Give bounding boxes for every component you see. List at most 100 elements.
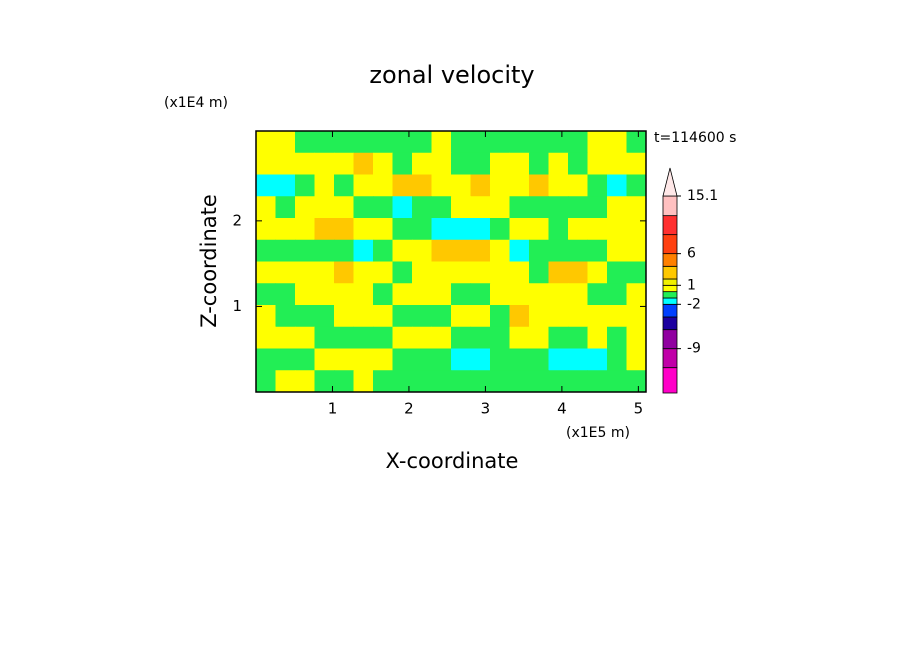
- field-cell: [451, 152, 471, 175]
- field-cell: [392, 152, 413, 175]
- field-cell: [373, 370, 393, 393]
- field-cell: [275, 174, 296, 197]
- field-cell: [314, 174, 335, 197]
- field-cell: [373, 305, 393, 328]
- field-cell: [412, 218, 432, 241]
- field-cell: [548, 174, 569, 197]
- field-cell: [607, 239, 627, 262]
- field-cell: [295, 261, 315, 284]
- field-cell: [334, 305, 354, 328]
- field-cell: [314, 239, 335, 262]
- field-cell: [607, 131, 627, 154]
- field-cell: [314, 261, 335, 284]
- field-cell: [568, 218, 588, 241]
- field-cell: [568, 283, 588, 306]
- field-cell: [470, 239, 491, 262]
- field-cell: [490, 239, 510, 262]
- field-cell: [509, 131, 530, 154]
- field-cell: [275, 370, 296, 393]
- field-cell: [607, 218, 627, 241]
- field-cell: [529, 196, 549, 219]
- field-cell: [568, 239, 588, 262]
- field-cell: [353, 131, 374, 154]
- field-cell: [490, 174, 510, 197]
- field-cell: [490, 283, 510, 306]
- field-cell: [587, 283, 608, 306]
- field-cell: [587, 174, 608, 197]
- field-cell: [490, 261, 510, 284]
- colorbar-tick-label: -9: [687, 341, 701, 357]
- field-cell: [275, 239, 296, 262]
- field-cell: [587, 239, 608, 262]
- field-cell: [568, 196, 588, 219]
- field-cell: [392, 326, 413, 349]
- field-cell: [256, 152, 276, 175]
- field-cell: [568, 326, 588, 349]
- field-cell: [295, 326, 315, 349]
- colorbar-tick-label: 6: [687, 246, 696, 262]
- field-cell: [568, 370, 588, 393]
- field-cell: [314, 305, 335, 328]
- field-cell: [392, 348, 413, 371]
- field-cell: [568, 261, 588, 284]
- field-cell: [509, 218, 530, 241]
- field-cell: [295, 370, 315, 393]
- field-cell: [451, 305, 471, 328]
- colorbar-segment: [662, 297, 678, 305]
- field-cell: [607, 152, 627, 175]
- colorbar-segment: [662, 367, 678, 394]
- field-cell: [373, 131, 393, 154]
- field-cell: [392, 370, 413, 393]
- x-unit: (x1E5 m): [566, 425, 630, 441]
- field-cell: [626, 196, 647, 219]
- field-cell: [295, 283, 315, 306]
- field-cell: [509, 370, 530, 393]
- field-cell: [256, 283, 276, 306]
- field-cell: [509, 326, 530, 349]
- field-cell: [314, 326, 335, 349]
- field-cell: [295, 348, 315, 371]
- field-cell: [314, 131, 335, 154]
- colorbar-segment: [662, 316, 678, 331]
- field-cell: [412, 283, 432, 306]
- field-cell: [509, 174, 530, 197]
- field-cell: [295, 218, 315, 241]
- field-cell: [470, 305, 491, 328]
- field-cell: [529, 218, 549, 241]
- field-cell: [529, 152, 549, 175]
- field-cell: [431, 131, 452, 154]
- field-cell: [626, 218, 647, 241]
- field-cell: [470, 174, 491, 197]
- field-cell: [626, 348, 647, 371]
- field-cell: [412, 305, 432, 328]
- field-cell: [353, 152, 374, 175]
- field-cell: [548, 196, 569, 219]
- field-cell: [431, 370, 452, 393]
- field-cell: [529, 283, 549, 306]
- field-cell: [412, 261, 432, 284]
- field-cell: [334, 174, 354, 197]
- colorbar-segment: [662, 234, 678, 255]
- field-cell: [256, 370, 276, 393]
- field-cell: [275, 283, 296, 306]
- colorbar-tick-label: 15.1: [687, 188, 718, 204]
- field-cell: [334, 348, 354, 371]
- field-cell: [451, 239, 471, 262]
- field-cell: [509, 283, 530, 306]
- colorbar-segment: [662, 348, 678, 369]
- field-cell: [353, 261, 374, 284]
- field-cell: [295, 152, 315, 175]
- field-cell: [451, 174, 471, 197]
- colorbar-segment: [662, 284, 678, 293]
- field-cell: [626, 305, 647, 328]
- field-cell: [334, 326, 354, 349]
- field-cell: [587, 261, 608, 284]
- field-cell: [353, 196, 374, 219]
- field-cell: [295, 131, 315, 154]
- field-cell: [373, 326, 393, 349]
- field-cell: [334, 370, 354, 393]
- field-cell: [334, 261, 354, 284]
- y-tick-label: 1: [232, 297, 242, 315]
- field-cell: [334, 283, 354, 306]
- field-cell: [548, 261, 569, 284]
